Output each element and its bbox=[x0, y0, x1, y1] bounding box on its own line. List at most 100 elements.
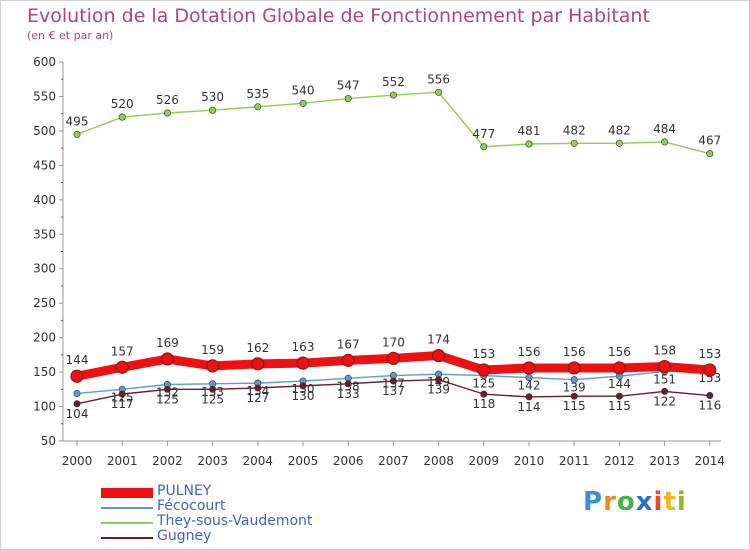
x-tick-label: 2012 bbox=[604, 454, 635, 468]
data-label-pulney: 156 bbox=[518, 345, 541, 359]
point-gugney bbox=[299, 382, 307, 390]
data-label-they-sous-vaudemont: 482 bbox=[608, 123, 631, 137]
point-pulney bbox=[657, 359, 672, 374]
data-label-they-sous-vaudemont: 482 bbox=[563, 123, 586, 137]
data-label-gugney: 130 bbox=[292, 389, 315, 403]
x-tick-label: 2009 bbox=[469, 454, 500, 468]
chart-subtitle: (en € et par an) bbox=[27, 29, 114, 42]
point-pulney bbox=[477, 363, 491, 377]
data-label-they-sous-vaudemont: 540 bbox=[292, 83, 315, 97]
point-they-sous-vaudemont bbox=[118, 113, 126, 121]
data-label-gugney: 116 bbox=[698, 399, 721, 413]
legend-label-they-sous-vaudemont: They-sous-Vaudemont bbox=[157, 513, 313, 529]
legend-label-fecocourt: Fécocourt bbox=[157, 498, 226, 514]
point-gugney bbox=[435, 376, 443, 384]
legend-swatch-gugney bbox=[101, 537, 153, 539]
data-label-f-cocourt: 142 bbox=[518, 379, 541, 393]
data-label-gugney: 104 bbox=[66, 407, 89, 421]
point-gugney bbox=[389, 377, 397, 385]
point-pulney bbox=[522, 361, 536, 375]
data-label-gugney: 125 bbox=[201, 392, 224, 406]
legend-item-pulney: PULNEY bbox=[101, 483, 401, 500]
data-label-pulney: 174 bbox=[427, 333, 450, 347]
point-pulney bbox=[567, 361, 581, 375]
point-gugney bbox=[661, 387, 669, 395]
x-tick-label: 2007 bbox=[378, 454, 409, 468]
y-tick-label: 550 bbox=[33, 89, 56, 103]
data-label-pulney: 156 bbox=[563, 345, 586, 359]
data-label-gugney: 118 bbox=[472, 397, 495, 411]
point-pulney bbox=[386, 351, 400, 365]
data-label-pulney: 158 bbox=[653, 344, 676, 358]
data-label-pulney: 167 bbox=[337, 337, 360, 351]
data-label-f-cocourt: 139 bbox=[563, 381, 586, 395]
data-label-they-sous-vaudemont: 547 bbox=[337, 79, 360, 93]
data-label-gugney: 114 bbox=[518, 400, 541, 414]
point-pulney bbox=[160, 352, 174, 366]
data-label-gugney: 115 bbox=[608, 399, 631, 413]
point-gugney bbox=[570, 392, 578, 400]
x-tick-label: 2014 bbox=[695, 454, 726, 468]
y-tick-label: 50 bbox=[41, 434, 56, 448]
point-gugney bbox=[254, 384, 262, 392]
x-tick-label: 2008 bbox=[423, 454, 454, 468]
point-they-sous-vaudemont bbox=[73, 130, 81, 138]
data-label-they-sous-vaudemont: 484 bbox=[653, 122, 676, 136]
legend-item-fecocourt: Fécocourt bbox=[101, 498, 401, 515]
data-label-they-sous-vaudemont: 530 bbox=[201, 90, 224, 104]
point-they-sous-vaudemont bbox=[344, 95, 352, 103]
data-label-they-sous-vaudemont: 520 bbox=[111, 97, 134, 111]
x-tick-label: 2013 bbox=[649, 454, 680, 468]
point-they-sous-vaudemont bbox=[299, 99, 307, 107]
x-tick-label: 2000 bbox=[62, 454, 93, 468]
point-pulney bbox=[70, 369, 84, 383]
proxiti-logo: Proxiti bbox=[583, 487, 687, 517]
point-f-cocourt bbox=[73, 389, 81, 397]
point-gugney bbox=[706, 392, 714, 400]
data-label-f-cocourt: 125 bbox=[472, 377, 495, 391]
y-tick-label: 500 bbox=[33, 124, 56, 138]
point-they-sous-vaudemont bbox=[615, 139, 623, 147]
x-tick-label: 2003 bbox=[197, 454, 228, 468]
data-label-they-sous-vaudemont: 481 bbox=[518, 124, 541, 138]
x-tick-label: 2001 bbox=[107, 454, 138, 468]
y-tick-label: 600 bbox=[33, 55, 56, 69]
point-gugney bbox=[163, 385, 171, 393]
data-label-pulney: 159 bbox=[201, 343, 224, 357]
data-label-gugney: 122 bbox=[653, 394, 676, 408]
data-label-gugney: 115 bbox=[563, 399, 586, 413]
point-gugney bbox=[209, 385, 217, 393]
point-pulney bbox=[206, 359, 220, 373]
data-label-they-sous-vaudemont: 552 bbox=[382, 75, 405, 89]
data-label-they-sous-vaudemont: 495 bbox=[66, 114, 89, 128]
point-pulney bbox=[341, 353, 355, 367]
point-f-cocourt bbox=[570, 376, 578, 384]
data-label-pulney: 162 bbox=[246, 341, 269, 355]
data-label-gugney: 139 bbox=[427, 383, 450, 397]
data-label-f-cocourt: 144 bbox=[608, 377, 631, 391]
data-label-gugney: 117 bbox=[111, 397, 134, 411]
y-tick-label: 300 bbox=[33, 262, 56, 276]
point-they-sous-vaudemont bbox=[525, 140, 533, 148]
point-gugney bbox=[615, 392, 623, 400]
data-label-gugney: 133 bbox=[337, 387, 360, 401]
data-label-pulney: 153 bbox=[472, 347, 495, 361]
y-tick-label: 150 bbox=[33, 365, 56, 379]
chart-title: Evolution de la Dotation Globale de Fonc… bbox=[27, 5, 650, 27]
point-they-sous-vaudemont bbox=[706, 150, 714, 158]
x-tick-label: 2006 bbox=[333, 454, 364, 468]
x-tick-label: 2005 bbox=[288, 454, 319, 468]
point-gugney bbox=[525, 393, 533, 401]
point-they-sous-vaudemont bbox=[570, 139, 578, 147]
point-they-sous-vaudemont bbox=[209, 106, 217, 114]
x-tick-label: 2010 bbox=[514, 454, 545, 468]
legend-swatch-fecocourt bbox=[101, 507, 153, 509]
legend-item-they-sous-vaudemont: They-sous-Vaudemont bbox=[101, 513, 401, 530]
point-gugney bbox=[344, 380, 352, 388]
y-tick-label: 250 bbox=[33, 296, 56, 310]
data-label-they-sous-vaudemont: 556 bbox=[427, 72, 450, 86]
y-tick-label: 400 bbox=[33, 193, 56, 207]
x-tick-label: 2011 bbox=[559, 454, 590, 468]
